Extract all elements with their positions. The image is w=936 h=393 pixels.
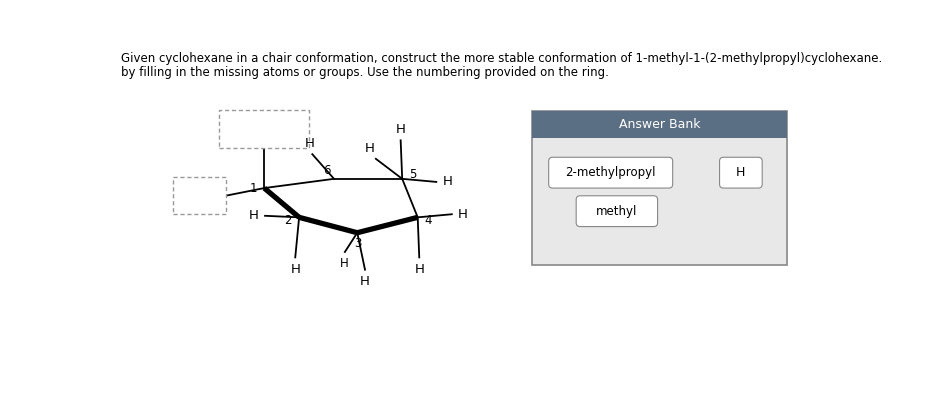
Text: H: H: [737, 166, 746, 179]
Text: methyl: methyl: [596, 205, 637, 218]
FancyBboxPatch shape: [219, 110, 309, 148]
Text: H: H: [443, 175, 452, 188]
Text: H: H: [396, 123, 405, 136]
Text: 4: 4: [424, 214, 431, 227]
FancyBboxPatch shape: [173, 177, 226, 214]
Text: 1: 1: [250, 182, 257, 195]
Text: H: H: [290, 263, 300, 276]
FancyBboxPatch shape: [532, 111, 787, 265]
Text: H: H: [249, 209, 259, 222]
Text: H: H: [304, 137, 314, 150]
FancyBboxPatch shape: [577, 196, 658, 227]
Text: H: H: [360, 275, 370, 288]
Text: H: H: [340, 257, 348, 270]
Text: 6: 6: [323, 164, 330, 177]
Text: Given cyclohexane in a chair conformation, construct the more stable conformatio: Given cyclohexane in a chair conformatio…: [121, 52, 882, 65]
Text: 2-methylpropyl: 2-methylpropyl: [565, 166, 656, 179]
Text: H: H: [365, 142, 374, 155]
FancyBboxPatch shape: [720, 157, 762, 188]
Text: 3: 3: [355, 237, 361, 250]
Text: 5: 5: [409, 168, 417, 181]
FancyBboxPatch shape: [532, 111, 787, 138]
Text: H: H: [458, 208, 468, 221]
Text: Answer Bank: Answer Bank: [619, 118, 700, 131]
Text: by filling in the missing atoms or groups. Use the numbering provided on the rin: by filling in the missing atoms or group…: [121, 66, 608, 79]
Text: H: H: [415, 263, 424, 276]
Text: 2: 2: [285, 214, 292, 227]
FancyBboxPatch shape: [548, 157, 673, 188]
